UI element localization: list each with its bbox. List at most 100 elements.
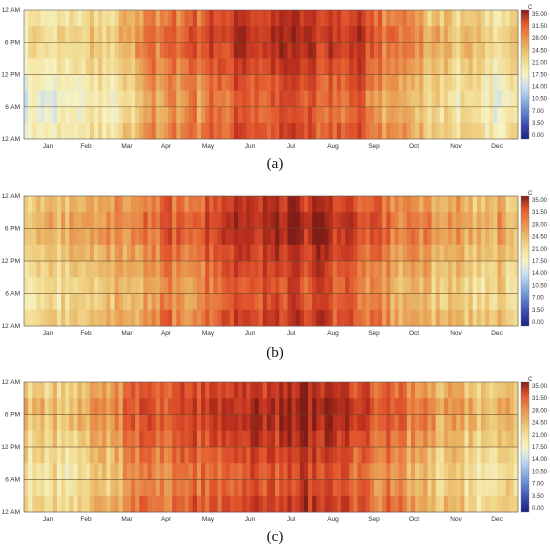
heatmap-cell <box>406 463 412 480</box>
heatmap-cell <box>345 309 350 327</box>
heatmap-cell <box>188 277 194 294</box>
heatmap-cell <box>242 309 247 327</box>
heatmap-cell <box>460 463 465 480</box>
heatmap-cell <box>394 382 400 399</box>
heatmap-cell <box>61 277 66 294</box>
heatmap-cell <box>168 277 173 294</box>
heatmap-cell <box>398 122 404 140</box>
heatmap-cell <box>373 261 379 278</box>
heatmap-cell <box>155 463 161 480</box>
heatmap-cell <box>349 447 354 464</box>
heatmap-cell <box>513 495 519 513</box>
heatmap-cell <box>295 382 301 399</box>
heatmap-cell <box>431 122 437 140</box>
heatmap-cell <box>131 293 136 311</box>
heatmap-cell <box>497 58 502 75</box>
heatmap-cell <box>509 463 515 480</box>
heatmap-cell <box>114 277 120 294</box>
x-tick-label: Jan <box>43 330 54 337</box>
heatmap-cell <box>398 106 404 124</box>
heatmap-cell <box>229 261 235 278</box>
heatmap-cell <box>390 495 395 513</box>
heatmap-cell <box>332 26 338 43</box>
heatmap-cell <box>398 244 404 262</box>
heatmap-cell <box>159 293 165 311</box>
heatmap-cell <box>65 414 70 432</box>
heatmap-cell <box>131 244 136 262</box>
heatmap-cell <box>336 26 342 43</box>
heatmap-cell <box>406 495 412 513</box>
heatmap-cell <box>131 26 136 43</box>
heatmap-cell <box>196 10 202 27</box>
heatmap-cell <box>340 447 346 464</box>
heatmap-cell <box>324 228 330 246</box>
heatmap-cell <box>402 228 408 246</box>
heatmap-cell <box>122 228 128 246</box>
heatmap-cell <box>205 90 210 108</box>
heatmap-cell <box>24 196 29 213</box>
heatmap-cell <box>485 495 490 513</box>
x-tick-label: Dec <box>491 330 503 337</box>
heatmap-cell <box>489 293 494 311</box>
heatmap-cell <box>77 382 83 399</box>
heatmap-cell <box>61 382 66 399</box>
heatmap-cell <box>489 74 494 92</box>
heatmap-cell <box>61 414 66 432</box>
heatmap-cell <box>275 106 280 124</box>
heatmap-cell <box>56 293 62 311</box>
heatmap-cell <box>258 42 264 59</box>
heatmap-cells <box>24 196 519 327</box>
heatmap-cell <box>373 228 379 246</box>
heatmap-cell <box>184 495 190 513</box>
heatmap-cell <box>36 261 41 278</box>
heatmap-cell <box>209 414 214 432</box>
heatmap-cell <box>213 277 218 294</box>
heatmap-cell <box>513 398 519 415</box>
heatmap-cell <box>52 261 58 278</box>
heatmap-cell <box>365 309 371 327</box>
x-tick-label: Jun <box>245 516 256 523</box>
heatmap-cell <box>52 479 58 497</box>
heatmap-cell <box>271 382 276 399</box>
heatmap-cell <box>221 463 227 480</box>
heatmap-cell <box>196 463 202 480</box>
heatmap-cell <box>361 196 367 213</box>
heatmap-cell <box>238 293 243 311</box>
heatmap-cell <box>283 42 288 59</box>
heatmap-cell <box>312 430 317 448</box>
heatmap-cell <box>283 463 288 480</box>
heatmap-cell <box>217 58 222 75</box>
heatmap-cell <box>419 42 424 59</box>
heatmap-cell <box>312 26 317 43</box>
heatmap-cell <box>324 398 330 415</box>
heatmap-cell <box>509 26 515 43</box>
heatmap-cell <box>303 495 309 513</box>
x-tick-label: Jul <box>287 143 296 150</box>
heatmap-cell <box>320 58 325 75</box>
heatmap-cell <box>345 26 350 43</box>
heatmap-cell <box>320 309 325 327</box>
heatmap-cell <box>176 382 181 399</box>
heatmap-cell <box>427 42 432 59</box>
y-tick-label: 6 PM <box>5 412 20 419</box>
heatmap-cell <box>147 196 153 213</box>
heatmap-cell <box>312 244 317 262</box>
heatmap-cell <box>386 106 391 124</box>
heatmap-cell <box>143 122 148 140</box>
heatmap-cell <box>131 414 136 432</box>
heatmap-cell <box>69 414 74 432</box>
heatmap-cell <box>102 90 107 108</box>
heatmap-cell <box>180 26 185 43</box>
heatmap-cell <box>172 10 177 27</box>
heatmap-cell <box>303 58 309 75</box>
heatmap-cell <box>40 58 45 75</box>
heatmap-cell <box>246 90 251 108</box>
heatmap-cell <box>365 495 371 513</box>
heatmap-cell <box>242 382 247 399</box>
heatmap-cell <box>89 196 95 213</box>
heatmap-cell <box>373 26 379 43</box>
heatmap-cell <box>102 430 107 448</box>
heatmap-cell <box>291 122 297 140</box>
heatmap-cell <box>143 447 148 464</box>
heatmap-cell <box>332 293 338 311</box>
